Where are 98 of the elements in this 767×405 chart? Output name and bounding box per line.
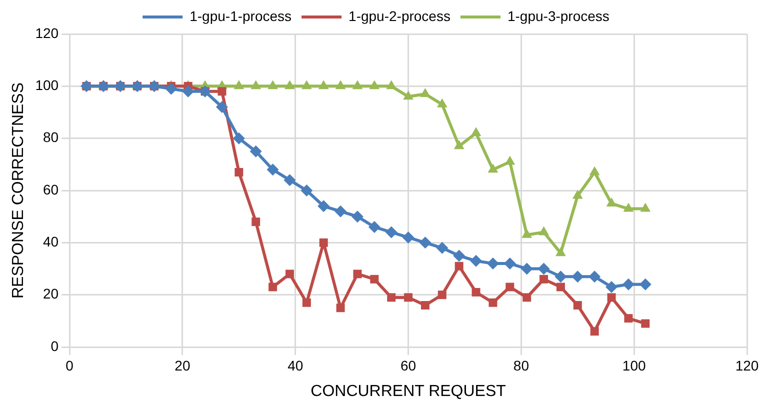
x-tick-label: 100 bbox=[622, 357, 646, 374]
point bbox=[573, 301, 582, 310]
point bbox=[454, 140, 464, 150]
legend-label: 1-gpu-1-process bbox=[190, 8, 292, 24]
point bbox=[556, 282, 565, 292]
point bbox=[402, 231, 414, 244]
point bbox=[572, 270, 584, 283]
point bbox=[572, 190, 583, 199]
point bbox=[284, 80, 295, 90]
point bbox=[268, 282, 278, 292]
point bbox=[318, 200, 330, 212]
point bbox=[420, 88, 430, 97]
point bbox=[252, 218, 260, 226]
y-tick-label: 0 bbox=[50, 338, 59, 354]
point bbox=[319, 238, 328, 247]
point bbox=[353, 270, 362, 278]
y-tick-label: 120 bbox=[35, 24, 59, 41]
x-tick-label: 80 bbox=[513, 357, 530, 374]
point bbox=[640, 202, 651, 212]
point bbox=[470, 127, 482, 136]
point bbox=[522, 293, 532, 302]
point bbox=[284, 174, 296, 186]
point bbox=[606, 281, 618, 294]
point bbox=[268, 80, 278, 90]
point bbox=[232, 132, 245, 144]
point bbox=[488, 298, 498, 307]
point bbox=[639, 278, 652, 290]
x-axis-title: CONCURRENT REQUEST bbox=[310, 382, 506, 400]
point bbox=[285, 270, 294, 278]
y-axis-title: RESPONSE CORRECTNESS bbox=[10, 82, 28, 299]
point bbox=[540, 274, 548, 284]
y-tick-label: 40 bbox=[42, 234, 59, 250]
point bbox=[522, 228, 532, 238]
point bbox=[589, 166, 600, 176]
point bbox=[368, 221, 380, 234]
x-tick-label: 60 bbox=[400, 357, 416, 374]
point bbox=[488, 164, 498, 173]
point bbox=[403, 90, 414, 100]
x-tick-label: 120 bbox=[735, 357, 759, 374]
point bbox=[438, 290, 446, 300]
point bbox=[588, 270, 601, 283]
point bbox=[218, 87, 226, 96]
x-tick-label: 40 bbox=[288, 357, 304, 374]
point bbox=[624, 314, 633, 323]
y-tick-label: 80 bbox=[42, 129, 59, 146]
point bbox=[234, 80, 244, 90]
point bbox=[335, 80, 346, 90]
point bbox=[336, 304, 345, 312]
point bbox=[504, 156, 516, 165]
point bbox=[250, 145, 262, 158]
point bbox=[538, 262, 550, 275]
y-tick-label: 100 bbox=[35, 77, 59, 94]
point bbox=[606, 198, 617, 207]
point bbox=[520, 262, 533, 275]
point bbox=[486, 258, 499, 270]
point bbox=[385, 226, 398, 238]
legend-label: 1-gpu-3-process bbox=[507, 8, 610, 24]
point bbox=[370, 274, 379, 284]
x-tick-label: 0 bbox=[66, 357, 74, 374]
point bbox=[538, 226, 549, 236]
point bbox=[318, 80, 329, 90]
point bbox=[590, 327, 599, 336]
y-tick-label: 60 bbox=[42, 181, 59, 198]
point bbox=[302, 298, 311, 307]
point bbox=[250, 80, 262, 90]
point bbox=[472, 288, 480, 296]
point bbox=[622, 278, 634, 290]
point bbox=[453, 250, 466, 262]
legend-label: 1-gpu-2-process bbox=[348, 8, 450, 24]
point bbox=[369, 80, 380, 90]
point bbox=[386, 80, 397, 90]
point bbox=[404, 293, 413, 302]
point bbox=[436, 98, 448, 108]
point bbox=[420, 301, 430, 310]
y-tick-label: 20 bbox=[42, 286, 59, 302]
point bbox=[165, 82, 178, 95]
point bbox=[300, 184, 313, 196]
point bbox=[607, 293, 616, 302]
point bbox=[351, 210, 364, 223]
x-tick-label: 20 bbox=[174, 357, 190, 374]
point bbox=[419, 236, 432, 249]
point bbox=[504, 258, 516, 270]
point bbox=[334, 205, 347, 218]
point bbox=[301, 80, 312, 90]
point bbox=[641, 319, 650, 328]
point bbox=[436, 242, 448, 254]
point bbox=[352, 80, 363, 90]
point bbox=[234, 168, 244, 176]
point bbox=[182, 85, 194, 98]
point bbox=[470, 254, 482, 267]
point bbox=[216, 101, 228, 114]
point bbox=[454, 262, 464, 270]
point bbox=[506, 282, 514, 292]
point bbox=[387, 293, 396, 302]
point bbox=[266, 164, 279, 176]
point bbox=[556, 247, 566, 256]
point bbox=[623, 202, 634, 212]
point bbox=[554, 270, 567, 283]
